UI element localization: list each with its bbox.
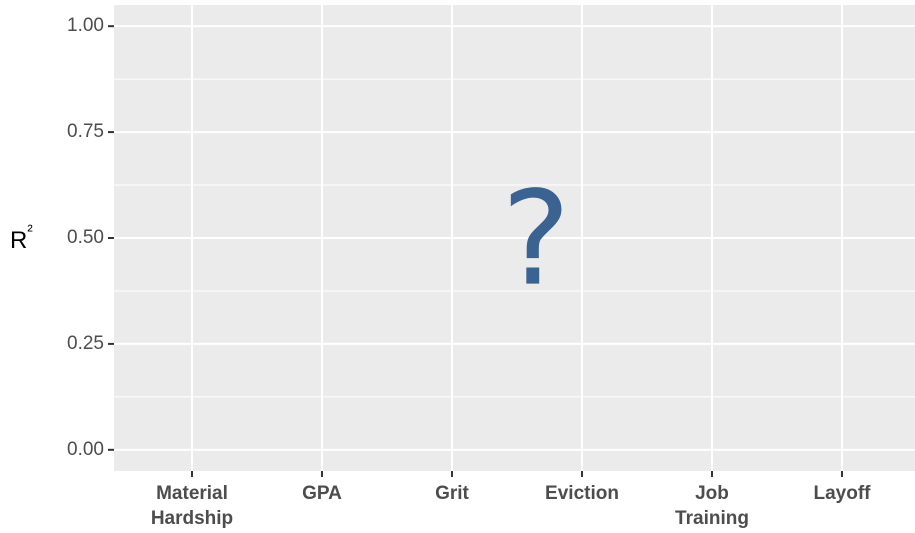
- annotation: ?: [502, 163, 571, 315]
- y-tick-label: 0.00: [67, 439, 104, 460]
- x-tick-label: GPA: [302, 483, 342, 504]
- y-tick-label: 0.25: [67, 333, 104, 354]
- x-tick-label: Layoff: [814, 483, 872, 504]
- y-tick-label: 0.75: [67, 121, 104, 142]
- y-tick-label: 0.50: [67, 227, 104, 248]
- x-tick-line: Job: [695, 483, 729, 504]
- x-tick-line: Eviction: [545, 483, 619, 504]
- y-label-sup: ²: [27, 223, 33, 240]
- x-tick-line: GPA: [302, 483, 342, 504]
- y-tick-label: 1.00: [67, 15, 104, 36]
- x-tick-label: Job Training: [675, 483, 749, 529]
- x-tick-line: Material: [156, 483, 228, 504]
- x-tick-label: Grit: [435, 483, 469, 504]
- y-axis-label: R²: [10, 223, 33, 254]
- x-tick-line: Training: [675, 508, 749, 529]
- x-tick-label: Eviction: [545, 483, 619, 504]
- x-tick-line: Layoff: [814, 483, 872, 504]
- x-tick-line: Grit: [435, 483, 469, 504]
- x-tick-label: Material Hardship: [151, 483, 233, 529]
- y-label-base: R: [10, 227, 27, 254]
- x-tick-line: Hardship: [151, 508, 233, 529]
